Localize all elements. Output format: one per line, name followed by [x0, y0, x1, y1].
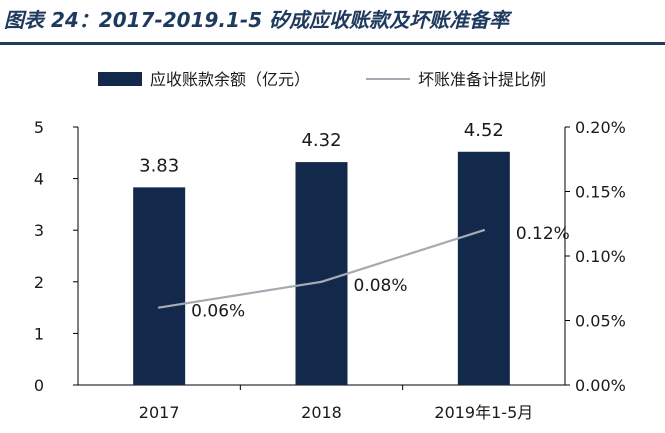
- x-tick-label: 2019年1-5月: [434, 403, 533, 422]
- ratio-value-label: 0.12%: [516, 224, 570, 244]
- legend-bar-label: 应收账款余额（亿元）: [150, 70, 310, 89]
- title-rule: [0, 42, 665, 45]
- legend: 应收账款余额（亿元） 坏账准备计提比例: [98, 70, 546, 89]
- legend-bar-swatch: [98, 72, 142, 86]
- right-tick-label: 0.10%: [575, 247, 626, 266]
- bar-value-label: 4.52: [464, 120, 504, 141]
- x-tick-label: 2017: [139, 403, 180, 422]
- right-tick-label: 0.00%: [575, 376, 626, 395]
- ratio-value-label: 0.08%: [354, 276, 408, 296]
- ratio-point: [157, 306, 161, 309]
- left-tick-label: 5: [34, 118, 44, 137]
- legend-line-label: 坏账准备计提比例: [418, 70, 546, 89]
- ratio-line: [157, 229, 486, 309]
- left-tick-label: 3: [34, 221, 44, 240]
- bar: [457, 151, 510, 385]
- left-tick-label: 1: [34, 324, 44, 343]
- bar: [133, 187, 186, 385]
- ratio-value-label: 0.06%: [191, 302, 245, 322]
- right-tick-label: 0.20%: [575, 118, 626, 137]
- bar-value-label: 3.83: [139, 155, 179, 176]
- figure-title: 图表 24：2017-2019.1-5 矽成应收账款及坏账准备率: [4, 8, 510, 32]
- left-tick-label: 2: [34, 273, 44, 292]
- axes: 0 1 2 3 4 5 0.00% 0.05% 0.10% 0.15% 0.20% 2017 2018 2…: [34, 118, 626, 422]
- right-tick-label: 0.05%: [575, 312, 626, 331]
- bar-value-label: 4.32: [301, 130, 341, 151]
- ratio-point: [482, 229, 486, 232]
- left-tick-label: 0: [34, 376, 44, 395]
- ratio-point: [320, 280, 323, 283]
- bars: [133, 151, 510, 385]
- bar: [295, 162, 348, 385]
- data-labels: 3.83 4.32 4.52 0.06% 0.08% 0.12%: [139, 120, 570, 322]
- x-tick-label: 2018: [301, 403, 342, 422]
- left-tick-label: 4: [34, 170, 44, 189]
- right-tick-label: 0.15%: [575, 183, 626, 202]
